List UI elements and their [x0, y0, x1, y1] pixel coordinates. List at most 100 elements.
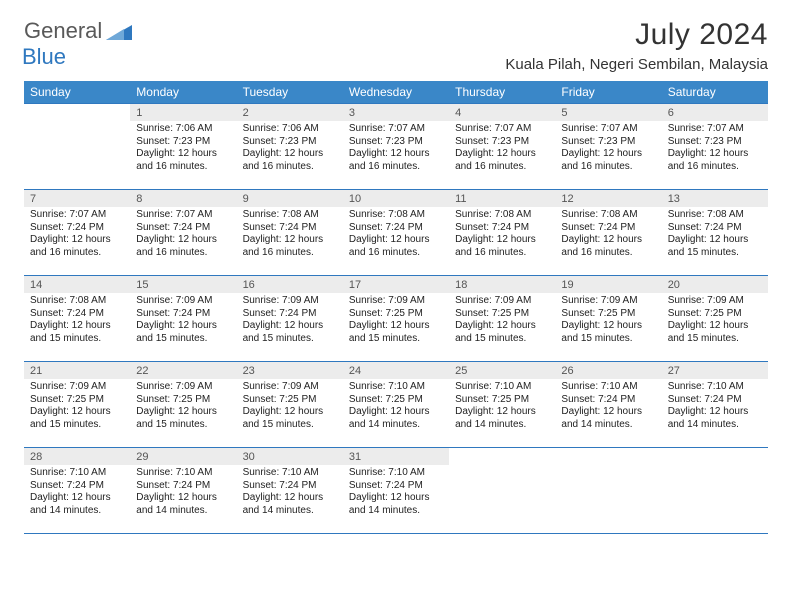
calendar-day-cell: 23Sunrise: 7:09 AMSunset: 7:25 PMDayligh…	[237, 362, 343, 448]
calendar-day-cell: 7Sunrise: 7:07 AMSunset: 7:24 PMDaylight…	[24, 190, 130, 276]
sunset-line: Sunset: 7:24 PM	[349, 222, 443, 235]
day-details: Sunrise: 7:07 AMSunset: 7:24 PMDaylight:…	[130, 207, 236, 263]
sunset-line: Sunset: 7:25 PM	[668, 308, 762, 321]
daylight-line: Daylight: 12 hours and 16 minutes.	[455, 234, 549, 259]
day-number: 31	[343, 448, 449, 465]
daylight-line: Daylight: 12 hours and 14 minutes.	[349, 492, 443, 517]
sunset-line: Sunset: 7:24 PM	[243, 222, 337, 235]
sunset-line: Sunset: 7:24 PM	[455, 222, 549, 235]
day-number: 27	[662, 362, 768, 379]
sunrise-line: Sunrise: 7:08 AM	[243, 209, 337, 222]
calendar-day-cell: 9Sunrise: 7:08 AMSunset: 7:24 PMDaylight…	[237, 190, 343, 276]
daylight-line: Daylight: 12 hours and 14 minutes.	[136, 492, 230, 517]
sunrise-line: Sunrise: 7:10 AM	[349, 467, 443, 480]
daylight-line: Daylight: 12 hours and 15 minutes.	[30, 320, 124, 345]
day-details: Sunrise: 7:09 AMSunset: 7:25 PMDaylight:…	[662, 293, 768, 349]
day-details: Sunrise: 7:10 AMSunset: 7:25 PMDaylight:…	[343, 379, 449, 435]
sunrise-line: Sunrise: 7:09 AM	[243, 381, 337, 394]
day-number: 7	[24, 190, 130, 207]
daylight-line: Daylight: 12 hours and 16 minutes.	[561, 234, 655, 259]
sunset-line: Sunset: 7:24 PM	[561, 222, 655, 235]
sunrise-line: Sunrise: 7:07 AM	[561, 123, 655, 136]
calendar-day-cell	[449, 448, 555, 534]
day-number: 2	[237, 104, 343, 121]
day-number: 14	[24, 276, 130, 293]
calendar-day-cell: 26Sunrise: 7:10 AMSunset: 7:24 PMDayligh…	[555, 362, 661, 448]
day-details: Sunrise: 7:08 AMSunset: 7:24 PMDaylight:…	[449, 207, 555, 263]
sunset-line: Sunset: 7:23 PM	[136, 136, 230, 149]
sunrise-line: Sunrise: 7:10 AM	[243, 467, 337, 480]
day-number: 15	[130, 276, 236, 293]
sunrise-line: Sunrise: 7:07 AM	[136, 209, 230, 222]
day-details: Sunrise: 7:08 AMSunset: 7:24 PMDaylight:…	[343, 207, 449, 263]
day-number: 20	[662, 276, 768, 293]
calendar-table: SundayMondayTuesdayWednesdayThursdayFrid…	[24, 81, 768, 534]
daylight-line: Daylight: 12 hours and 15 minutes.	[243, 320, 337, 345]
weekday-header: Monday	[130, 81, 236, 104]
sunrise-line: Sunrise: 7:10 AM	[455, 381, 549, 394]
sunset-line: Sunset: 7:24 PM	[668, 222, 762, 235]
day-number: 24	[343, 362, 449, 379]
day-number: 28	[24, 448, 130, 465]
sunrise-line: Sunrise: 7:08 AM	[561, 209, 655, 222]
location-text: Kuala Pilah, Negeri Sembilan, Malaysia	[505, 56, 768, 73]
daylight-line: Daylight: 12 hours and 16 minutes.	[243, 234, 337, 259]
calendar-day-cell: 6Sunrise: 7:07 AMSunset: 7:23 PMDaylight…	[662, 104, 768, 190]
weekday-header-row: SundayMondayTuesdayWednesdayThursdayFrid…	[24, 81, 768, 104]
day-details: Sunrise: 7:07 AMSunset: 7:24 PMDaylight:…	[24, 207, 130, 263]
day-number: 26	[555, 362, 661, 379]
day-details: Sunrise: 7:07 AMSunset: 7:23 PMDaylight:…	[343, 121, 449, 177]
calendar-day-cell: 29Sunrise: 7:10 AMSunset: 7:24 PMDayligh…	[130, 448, 236, 534]
sunset-line: Sunset: 7:24 PM	[30, 308, 124, 321]
calendar-week-row: 7Sunrise: 7:07 AMSunset: 7:24 PMDaylight…	[24, 190, 768, 276]
daylight-line: Daylight: 12 hours and 14 minutes.	[349, 406, 443, 431]
sunset-line: Sunset: 7:23 PM	[668, 136, 762, 149]
weekday-header: Friday	[555, 81, 661, 104]
calendar-day-cell: 13Sunrise: 7:08 AMSunset: 7:24 PMDayligh…	[662, 190, 768, 276]
sunrise-line: Sunrise: 7:09 AM	[349, 295, 443, 308]
day-number: 11	[449, 190, 555, 207]
calendar-day-cell: 5Sunrise: 7:07 AMSunset: 7:23 PMDaylight…	[555, 104, 661, 190]
sunrise-line: Sunrise: 7:08 AM	[455, 209, 549, 222]
day-number: 1	[130, 104, 236, 121]
day-details: Sunrise: 7:10 AMSunset: 7:24 PMDaylight:…	[662, 379, 768, 435]
daylight-line: Daylight: 12 hours and 16 minutes.	[136, 234, 230, 259]
daylight-line: Daylight: 12 hours and 16 minutes.	[349, 148, 443, 173]
calendar-day-cell: 11Sunrise: 7:08 AMSunset: 7:24 PMDayligh…	[449, 190, 555, 276]
day-details: Sunrise: 7:10 AMSunset: 7:24 PMDaylight:…	[555, 379, 661, 435]
day-number: 3	[343, 104, 449, 121]
day-number: 29	[130, 448, 236, 465]
calendar-day-cell	[555, 448, 661, 534]
calendar-day-cell: 19Sunrise: 7:09 AMSunset: 7:25 PMDayligh…	[555, 276, 661, 362]
day-number: 18	[449, 276, 555, 293]
calendar-week-row: 14Sunrise: 7:08 AMSunset: 7:24 PMDayligh…	[24, 276, 768, 362]
daylight-line: Daylight: 12 hours and 16 minutes.	[455, 148, 549, 173]
weekday-header: Wednesday	[343, 81, 449, 104]
weekday-header: Sunday	[24, 81, 130, 104]
day-details: Sunrise: 7:09 AMSunset: 7:24 PMDaylight:…	[237, 293, 343, 349]
day-details: Sunrise: 7:10 AMSunset: 7:24 PMDaylight:…	[130, 465, 236, 521]
sunset-line: Sunset: 7:25 PM	[455, 308, 549, 321]
day-details: Sunrise: 7:08 AMSunset: 7:24 PMDaylight:…	[24, 293, 130, 349]
sunrise-line: Sunrise: 7:10 AM	[349, 381, 443, 394]
day-number: 25	[449, 362, 555, 379]
day-number: 13	[662, 190, 768, 207]
sunrise-line: Sunrise: 7:06 AM	[243, 123, 337, 136]
daylight-line: Daylight: 12 hours and 15 minutes.	[136, 320, 230, 345]
calendar-day-cell: 8Sunrise: 7:07 AMSunset: 7:24 PMDaylight…	[130, 190, 236, 276]
calendar-day-cell: 17Sunrise: 7:09 AMSunset: 7:25 PMDayligh…	[343, 276, 449, 362]
day-number: 22	[130, 362, 236, 379]
sunrise-line: Sunrise: 7:09 AM	[136, 295, 230, 308]
calendar-day-cell: 30Sunrise: 7:10 AMSunset: 7:24 PMDayligh…	[237, 448, 343, 534]
day-details: Sunrise: 7:06 AMSunset: 7:23 PMDaylight:…	[130, 121, 236, 177]
calendar-day-cell: 18Sunrise: 7:09 AMSunset: 7:25 PMDayligh…	[449, 276, 555, 362]
sunset-line: Sunset: 7:24 PM	[561, 394, 655, 407]
day-details: Sunrise: 7:09 AMSunset: 7:24 PMDaylight:…	[130, 293, 236, 349]
sunrise-line: Sunrise: 7:07 AM	[30, 209, 124, 222]
day-number: 16	[237, 276, 343, 293]
title-block: July 2024 Kuala Pilah, Negeri Sembilan, …	[505, 18, 768, 73]
day-number: 30	[237, 448, 343, 465]
sunrise-line: Sunrise: 7:10 AM	[30, 467, 124, 480]
sunset-line: Sunset: 7:24 PM	[136, 308, 230, 321]
calendar-day-cell	[24, 104, 130, 190]
